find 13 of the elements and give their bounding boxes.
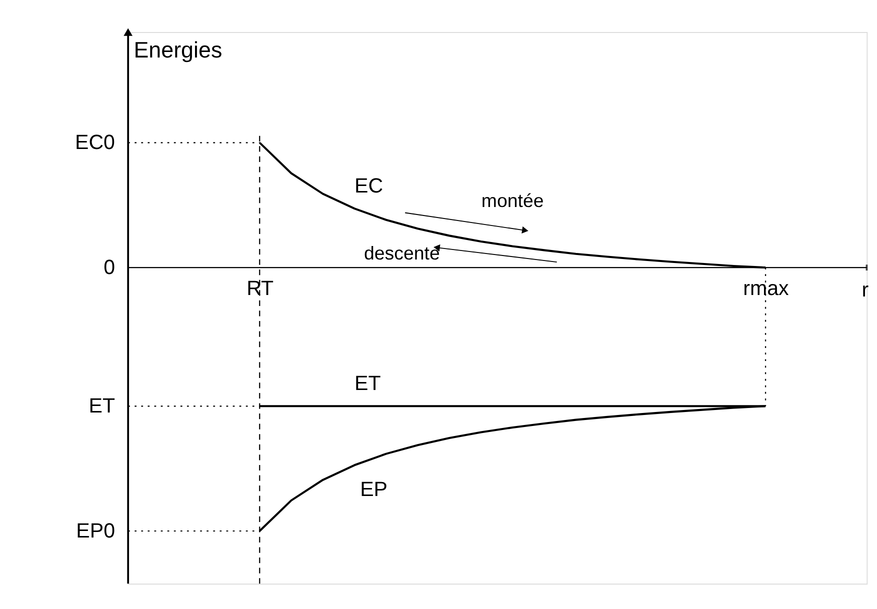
y-axis-title: Energies	[134, 37, 222, 62]
series-label: EP	[360, 478, 388, 501]
x-tick-label: RT	[246, 277, 274, 300]
x-tick-label: rmax	[743, 277, 790, 300]
annotation: descente	[364, 242, 440, 264]
text: 0	[104, 256, 115, 280]
series-label: ET	[354, 372, 382, 396]
series-label: EC	[354, 174, 384, 198]
x-axis-title: r	[862, 278, 869, 302]
ref-line-label: ET	[88, 394, 116, 418]
annotation: montée	[481, 190, 544, 212]
ref-line-label: EP0	[76, 520, 115, 543]
ref-line-label: EC0	[75, 131, 115, 154]
